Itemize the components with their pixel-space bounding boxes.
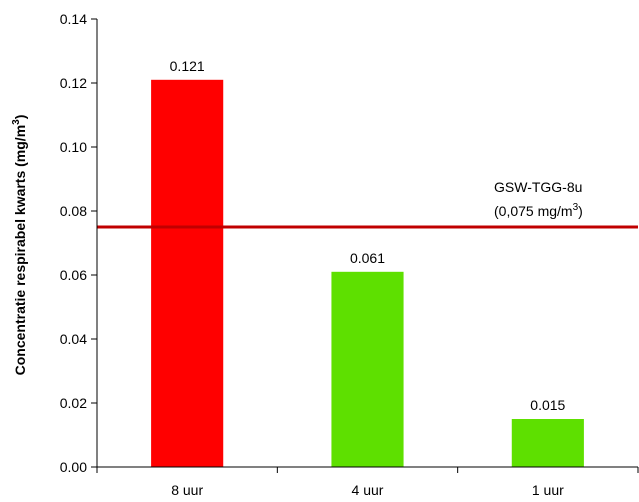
- y-tick-labels: 0.00 0.02 0.04 0.06 0.08 0.10 0.12 0.14: [60, 11, 87, 475]
- x-tick-label-0: 8 uur: [171, 482, 203, 498]
- y-tick-label-5: 0.10: [60, 139, 87, 155]
- data-labels: 0.121 0.061 0.015: [170, 58, 566, 413]
- bar-0: [151, 79, 224, 468]
- bar-1: [331, 271, 404, 467]
- y-tick-label-1: 0.02: [60, 395, 87, 411]
- data-label-0: 0.121: [170, 58, 205, 74]
- y-tick-label-7: 0.14: [60, 11, 87, 27]
- y-tick-label-0: 0.00: [60, 459, 87, 475]
- reference-line-label-2: (0,075 mg/m3): [494, 202, 583, 219]
- y-tick-label-2: 0.04: [60, 331, 87, 347]
- bar-2: [511, 419, 584, 467]
- y-tick-label-4: 0.08: [60, 203, 87, 219]
- x-tick-label-2: 1 uur: [532, 482, 564, 498]
- x-category-labels: 8 uur 4 uur 1 uur: [171, 482, 564, 498]
- y-tick-label-6: 0.12: [60, 75, 87, 91]
- y-axis-label: Concentratie respirabel kwarts (mg/m3): [11, 115, 28, 376]
- reference-line-label-1: GSW-TGG-8u: [494, 179, 582, 195]
- data-label-1: 0.061: [350, 250, 385, 266]
- bars-group: [151, 79, 584, 468]
- data-label-2: 0.015: [530, 397, 565, 413]
- axes-group: [91, 18, 639, 473]
- x-tick-label-1: 4 uur: [352, 482, 384, 498]
- y-tick-label-3: 0.06: [60, 267, 87, 283]
